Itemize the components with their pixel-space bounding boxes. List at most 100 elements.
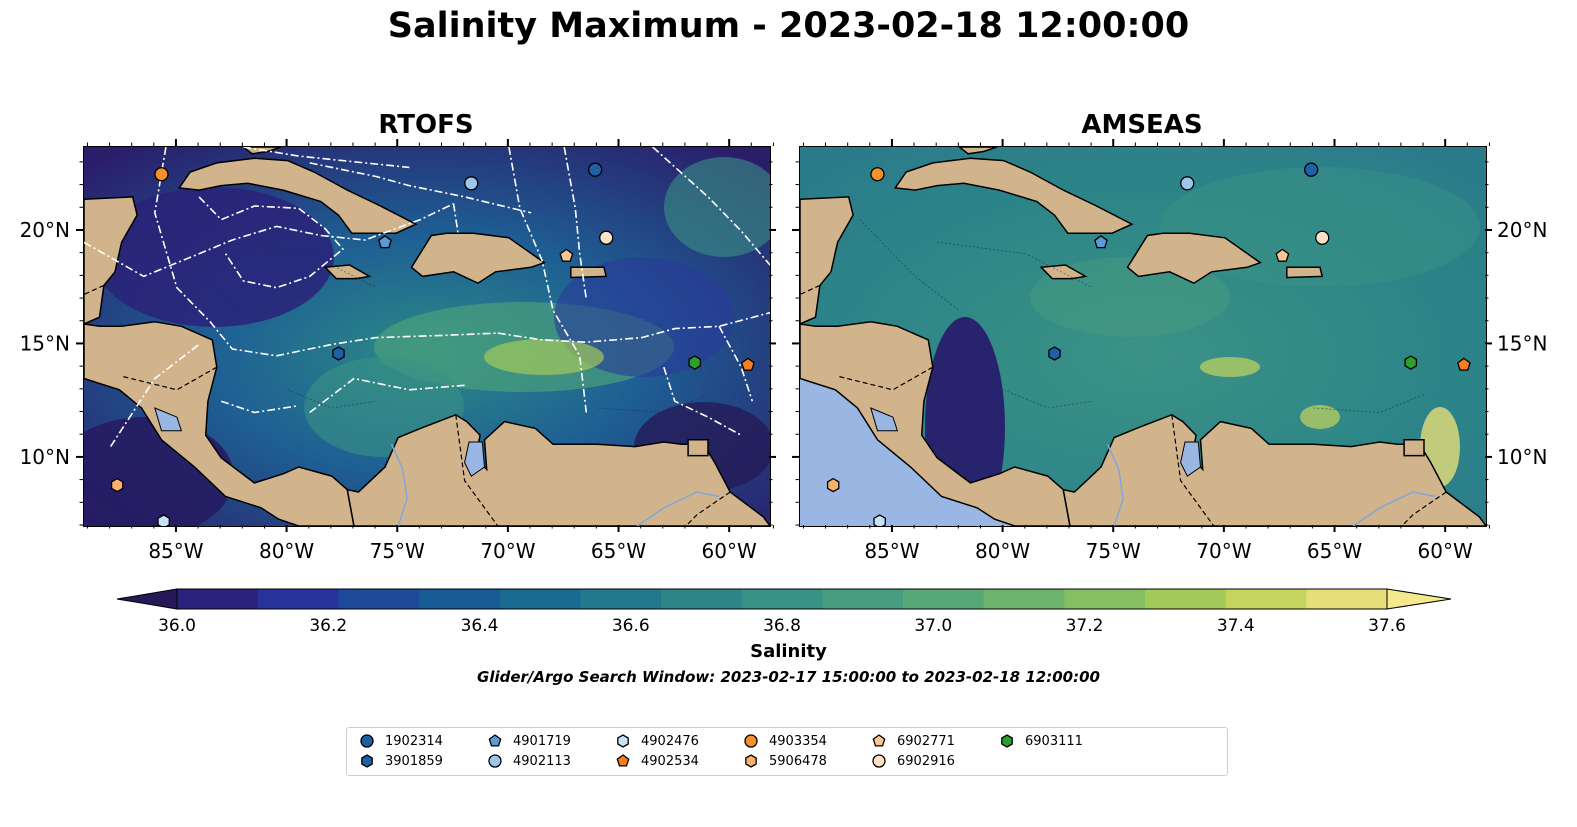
legend-item-6902916: 6902916 [871,753,955,769]
colorbar-bin [903,589,985,609]
float-marker-4902113 [464,176,479,191]
trinidad-land [1403,439,1425,457]
amseas-map-canvas [800,147,1486,526]
lon-tick-label: 85°W [864,539,919,563]
eez-boundary [153,147,498,357]
circle-marker-icon [872,754,886,768]
jamaica-land [323,264,372,280]
colorbar-frame [176,588,1388,610]
south-america-land [1062,413,1486,526]
maracaibo-lake [464,441,486,477]
colorbar-bin [257,589,339,609]
float-marker-5906478 [826,477,840,493]
puertorico-land [570,266,608,279]
legend-item-3901859: 3901859 [359,753,443,769]
circle-marker-icon [744,734,758,748]
legend-label: 4902476 [641,733,699,749]
depth-contour [937,241,1093,289]
colorbar-bin [580,589,662,609]
legend-item-4901719: 4901719 [487,733,571,749]
lon-tick-label: 75°W [370,539,425,563]
country-border [685,491,731,526]
salinity-patch [1300,405,1340,429]
float-marker-1902314 [1304,162,1319,177]
lon-tick-label: 70°W [1196,539,1251,563]
eez-boundary [497,311,770,344]
float-marker-4902476 [873,514,886,526]
legend-label: 5906478 [769,753,827,769]
legend-item-4902113: 4902113 [487,753,571,769]
hexagon-marker-icon [617,734,629,748]
colorbar-bin [1064,589,1146,609]
country-border [800,284,821,296]
figure-title: Salinity Maximum - 2023-02-18 12:00:00 [387,6,1190,46]
hexagon-marker-icon [745,754,757,768]
colorbar-bin [419,589,501,609]
hispaniola-land [1126,232,1262,285]
river [390,443,408,526]
float-marker-3901859 [1048,346,1061,361]
maracaibo-lake [1180,441,1202,477]
florida-land [958,147,998,155]
legend-label: 4901719 [513,733,571,749]
legend-label: 6902916 [897,753,955,769]
legend-label: 6902771 [897,733,955,749]
pacific-area [800,378,1015,526]
float-marker-6903111 [1404,355,1418,370]
country-border [1171,414,1215,526]
colorbar-tick-label: 37.4 [1216,616,1255,636]
lat-tick-label-left: 10°N [20,445,70,469]
colorbar-bin [741,589,823,609]
trinidad-land [687,439,709,457]
salinity-patch [484,339,604,375]
colorbar-tick-label: 36.6 [611,616,650,636]
eez-boundary [508,147,588,413]
legend-item-4903354: 4903354 [743,733,827,749]
river [1352,491,1436,526]
float-marker-4902534 [740,357,755,371]
hexagon-marker-icon [1001,734,1013,748]
yucatan-land [84,196,138,325]
colorbar-bin [661,589,743,609]
salinity-patch [94,187,334,327]
lon-tick-label: 60°W [1418,539,1473,563]
pentagon-marker-icon [616,754,630,767]
rtofs-map[interactable] [83,146,771,527]
lon-tick-label: 85°W [148,539,203,563]
colorbar-tick-label: 37.2 [1065,616,1104,636]
colorbar-bin [338,589,420,609]
float-marker-6903111 [688,355,702,370]
jamaica-land [1039,264,1088,280]
country-border [837,366,934,391]
country-border [455,414,499,526]
lat-tick-label-left: 20°N [20,218,70,242]
float-marker-3901859 [332,346,345,361]
float-marker-4903354 [154,167,169,182]
amseas-map[interactable] [799,146,1487,527]
legend-item-4902534: 4902534 [615,753,699,769]
depth-contour [1003,389,1093,409]
search-window-subtitle: Glider/Argo Search Window: 2023-02-17 15… [477,668,1100,686]
legend-label: 4902113 [513,753,571,769]
float-marker-5906478 [110,477,124,493]
float-marker-4901719 [378,234,392,249]
hispaniola-land [410,232,546,285]
lat-tick-label-right: 10°N [1497,445,1547,469]
legend-label: 4903354 [769,733,827,749]
legend-label: 6903111 [1025,733,1083,749]
float-marker-6902916 [599,230,614,245]
float-marker-6902771 [559,248,574,262]
nicaragua-lake [870,407,899,432]
colorbar-tick-label: 37.0 [914,616,953,636]
hexagon-marker-icon [361,754,373,768]
country-border [121,366,218,391]
eez-boundary [663,366,742,436]
legend-label: 1902314 [385,733,443,749]
colorbar-title: Salinity [750,641,827,662]
float-marker-4901719 [1094,234,1108,249]
eez-boundary [652,147,770,266]
circle-marker-icon [488,754,502,768]
legend-item-6902771: 6902771 [871,733,955,749]
salinity-patch [1200,357,1260,377]
